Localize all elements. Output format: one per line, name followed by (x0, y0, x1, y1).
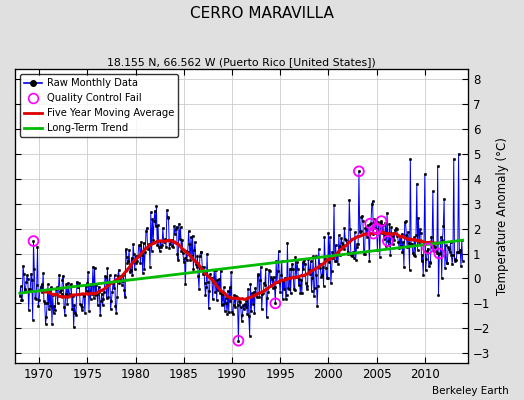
Raw Monthly Data (430, 189, 436, 194)
Five Year Moving Average (335, 250, 341, 255)
Raw Monthly Data (235, 338, 242, 343)
Raw Monthly Data (79, 307, 85, 312)
Quality Control Fail (377, 218, 386, 224)
Raw Monthly Data (460, 258, 466, 263)
Line: Raw Monthly Data: Raw Monthly Data (18, 153, 464, 342)
Y-axis label: Temperature Anomaly (°C): Temperature Anomaly (°C) (496, 137, 509, 295)
Line: Long-Term Trend: Long-Term Trend (20, 240, 463, 293)
Line: Five Year Moving Average: Five Year Moving Average (44, 232, 439, 299)
Quality Control Fail (355, 168, 363, 174)
Title: 18.155 N, 66.562 W (Puerto Rico [United States]): 18.155 N, 66.562 W (Puerto Rico [United … (107, 57, 376, 67)
Legend: Raw Monthly Data, Quality Control Fail, Five Year Moving Average, Long-Term Tren: Raw Monthly Data, Quality Control Fail, … (20, 74, 178, 137)
Raw Monthly Data (336, 233, 342, 238)
Long-Term Trend (460, 238, 466, 242)
Quality Control Fail (424, 245, 432, 252)
Text: Berkeley Earth: Berkeley Earth (432, 386, 508, 396)
Long-Term Trend (35, 289, 41, 294)
Quality Control Fail (384, 238, 392, 244)
Five Year Moving Average (50, 292, 57, 297)
Five Year Moving Average (209, 277, 215, 282)
Raw Monthly Data (17, 293, 23, 298)
Long-Term Trend (335, 253, 341, 258)
Quality Control Fail (369, 230, 378, 237)
Long-Term Trend (50, 287, 57, 292)
Long-Term Trend (17, 291, 23, 296)
Raw Monthly Data (50, 311, 57, 316)
Long-Term Trend (429, 242, 435, 246)
Quality Control Fail (373, 226, 381, 232)
Five Year Moving Average (429, 240, 435, 245)
Raw Monthly Data (35, 245, 41, 250)
Quality Control Fail (271, 300, 279, 306)
Five Year Moving Average (79, 292, 85, 297)
Raw Monthly Data (455, 152, 462, 156)
Raw Monthly Data (209, 276, 215, 280)
Long-Term Trend (79, 283, 85, 288)
Quality Control Fail (366, 220, 374, 227)
Quality Control Fail (29, 238, 38, 244)
Quality Control Fail (234, 338, 243, 344)
Quality Control Fail (435, 250, 443, 257)
Long-Term Trend (209, 268, 215, 272)
Text: CERRO MARAVILLA: CERRO MARAVILLA (190, 6, 334, 21)
